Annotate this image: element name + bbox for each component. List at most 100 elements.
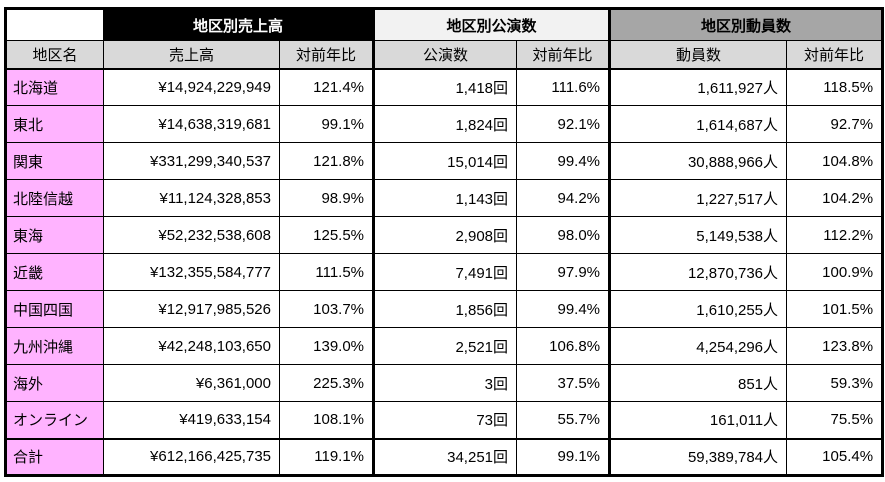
sales-yoy: 99.1%: [278, 105, 375, 143]
col-header-shows: 公演数: [372, 40, 518, 70]
region-cell: 東海: [5, 216, 104, 254]
attendance-yoy: 104.2%: [786, 179, 884, 217]
shows-yoy: 55.7%: [516, 401, 611, 439]
regional-stats-table: 地区別売上高 地区別公演数 地区別動員数 地区名 売上高 対前年比 公演数 対前…: [4, 7, 885, 477]
shows-yoy: 106.8%: [516, 327, 611, 365]
table-row: 九州沖縄 ¥42,248,103,650 139.0% 2,521回 106.8…: [5, 327, 884, 365]
sales-yoy: 139.0%: [278, 327, 375, 365]
attendance-value: 1,610,255人: [608, 290, 788, 328]
attendance-yoy: 104.8%: [786, 142, 884, 180]
attendance-yoy: 75.5%: [786, 401, 884, 439]
attendance-yoy: 92.7%: [786, 105, 884, 143]
table-row: オンライン ¥419,633,154 108.1% 73回 55.7% 161,…: [5, 401, 884, 439]
table-row: 北陸信越 ¥11,124,328,853 98.9% 1,143回 94.2% …: [5, 179, 884, 217]
shows-yoy: 99.4%: [516, 142, 611, 180]
sales-value: ¥6,361,000: [103, 364, 280, 402]
shows-group-header: 地区別公演数: [372, 8, 611, 41]
attendance-yoy: 59.3%: [786, 364, 884, 402]
attendance-yoy: 100.9%: [786, 253, 884, 291]
col-header-shows-yoy: 対前年比: [516, 40, 611, 70]
sales-value: ¥14,924,229,949: [103, 68, 280, 106]
attendance-group-header: 地区別動員数: [608, 8, 884, 41]
column-header-row: 地区名 売上高 対前年比 公演数 対前年比 動員数 対前年比: [5, 40, 884, 70]
shows-value: 1,824回: [372, 105, 518, 143]
shows-yoy: 37.5%: [516, 364, 611, 402]
sales-yoy: 119.1%: [278, 437, 375, 476]
shows-yoy: 94.2%: [516, 179, 611, 217]
sales-value: ¥14,638,319,681: [103, 105, 280, 143]
region-cell: 中国四国: [5, 290, 104, 328]
table-row: 近畿 ¥132,355,584,777 111.5% 7,491回 97.9% …: [5, 253, 884, 291]
shows-value: 34,251回: [372, 437, 518, 476]
shows-value: 7,491回: [372, 253, 518, 291]
attendance-value: 851人: [608, 364, 788, 402]
sales-yoy: 98.9%: [278, 179, 375, 217]
shows-yoy: 92.1%: [516, 105, 611, 143]
region-cell: 合計: [5, 437, 104, 476]
attendance-value: 1,614,687人: [608, 105, 788, 143]
table-row: 北海道 ¥14,924,229,949 121.4% 1,418回 111.6%…: [5, 68, 884, 106]
sales-value: ¥612,166,425,735: [103, 437, 280, 476]
col-header-attendance: 動員数: [608, 40, 788, 70]
attendance-value: 59,389,784人: [608, 437, 788, 476]
table-row: 東海 ¥52,232,538,608 125.5% 2,908回 98.0% 5…: [5, 216, 884, 254]
attendance-value: 1,227,517人: [608, 179, 788, 217]
col-header-region: 地区名: [5, 40, 104, 70]
attendance-yoy: 118.5%: [786, 68, 884, 106]
region-cell: 海外: [5, 364, 104, 402]
table-row: 中国四国 ¥12,917,985,526 103.7% 1,856回 99.4%…: [5, 290, 884, 328]
shows-value: 3回: [372, 364, 518, 402]
attendance-value: 5,149,538人: [608, 216, 788, 254]
total-row: 合計 ¥612,166,425,735 119.1% 34,251回 99.1%…: [5, 437, 884, 476]
attendance-yoy: 112.2%: [786, 216, 884, 254]
sales-yoy: 108.1%: [278, 401, 375, 439]
region-cell: 関東: [5, 142, 104, 180]
shows-value: 73回: [372, 401, 518, 439]
sales-value: ¥419,633,154: [103, 401, 280, 439]
attendance-value: 4,254,296人: [608, 327, 788, 365]
shows-value: 2,908回: [372, 216, 518, 254]
shows-value: 2,521回: [372, 327, 518, 365]
region-cell: 東北: [5, 105, 104, 143]
sales-value: ¥52,232,538,608: [103, 216, 280, 254]
sales-yoy: 121.4%: [278, 68, 375, 106]
col-header-sales-yoy: 対前年比: [278, 40, 375, 70]
group-header-row: 地区別売上高 地区別公演数 地区別動員数: [5, 8, 884, 41]
region-cell: 北陸信越: [5, 179, 104, 217]
attendance-yoy: 105.4%: [786, 437, 884, 476]
col-header-sales: 売上高: [103, 40, 280, 70]
col-header-attendance-yoy: 対前年比: [786, 40, 884, 70]
shows-value: 1,418回: [372, 68, 518, 106]
sales-value: ¥331,299,340,537: [103, 142, 280, 180]
region-cell: 九州沖縄: [5, 327, 104, 365]
shows-yoy: 97.9%: [516, 253, 611, 291]
attendance-value: 30,888,966人: [608, 142, 788, 180]
sales-yoy: 111.5%: [278, 253, 375, 291]
sales-yoy: 103.7%: [278, 290, 375, 328]
region-cell: オンライン: [5, 401, 104, 439]
shows-yoy: 99.4%: [516, 290, 611, 328]
sales-value: ¥11,124,328,853: [103, 179, 280, 217]
region-cell: 北海道: [5, 68, 104, 106]
shows-yoy: 111.6%: [516, 68, 611, 106]
sales-yoy: 121.8%: [278, 142, 375, 180]
shows-value: 15,014回: [372, 142, 518, 180]
shows-yoy: 99.1%: [516, 437, 611, 476]
table-row: 海外 ¥6,361,000 225.3% 3回 37.5% 851人 59.3%: [5, 364, 884, 402]
table-row: 関東 ¥331,299,340,537 121.8% 15,014回 99.4%…: [5, 142, 884, 180]
sales-yoy: 225.3%: [278, 364, 375, 402]
shows-value: 1,856回: [372, 290, 518, 328]
table-row: 東北 ¥14,638,319,681 99.1% 1,824回 92.1% 1,…: [5, 105, 884, 143]
attendance-value: 1,611,927人: [608, 68, 788, 106]
attendance-value: 12,870,736人: [608, 253, 788, 291]
shows-value: 1,143回: [372, 179, 518, 217]
sales-value: ¥42,248,103,650: [103, 327, 280, 365]
region-cell: 近畿: [5, 253, 104, 291]
attendance-yoy: 123.8%: [786, 327, 884, 365]
sales-yoy: 125.5%: [278, 216, 375, 254]
sales-value: ¥12,917,985,526: [103, 290, 280, 328]
corner-empty-cell: [5, 8, 104, 41]
attendance-yoy: 101.5%: [786, 290, 884, 328]
attendance-value: 161,011人: [608, 401, 788, 439]
